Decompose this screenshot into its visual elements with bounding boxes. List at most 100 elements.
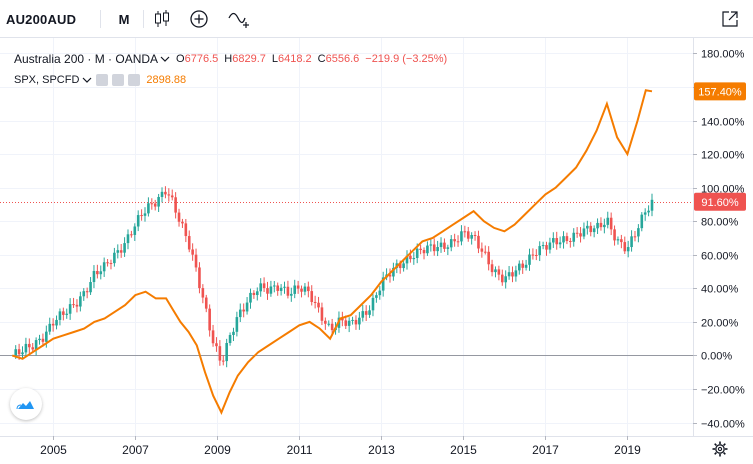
close-label: C [317, 53, 326, 65]
candle-body [463, 231, 467, 233]
candle-body [218, 346, 222, 361]
candle-body [232, 331, 235, 336]
price-axis[interactable]: 180.00%160.00%140.00%120.00%100.00%80.00… [693, 49, 745, 431]
candle-body [21, 352, 24, 355]
candle-body [174, 197, 177, 213]
candle-body [204, 297, 208, 309]
tradingview-logo-button[interactable] [10, 388, 42, 420]
main-value-badge-bg [694, 192, 746, 211]
candle-body [541, 245, 545, 247]
top-toolbar: AU200AUD M [0, 0, 753, 38]
candle-body [157, 196, 160, 207]
time-tick-label: 2015 [450, 443, 477, 457]
candle-body [514, 270, 518, 277]
candle-body [45, 331, 48, 342]
candle-body [99, 271, 103, 275]
candle-body [405, 255, 409, 264]
compare-button[interactable] [186, 0, 212, 38]
compare-series-title: SPX, SPCFD [14, 74, 80, 86]
candle-body [28, 343, 31, 348]
candle-body [630, 236, 633, 248]
candle-body [330, 323, 334, 331]
chevron-down-icon[interactable] [82, 76, 92, 84]
candle-body [521, 263, 524, 268]
chart-grid [0, 38, 693, 436]
candle-body [215, 343, 218, 347]
candle-body [211, 330, 215, 344]
candle-body [48, 323, 52, 332]
candle-body [225, 342, 228, 362]
price-tick-label: 80.00% [701, 217, 739, 229]
candle-body [558, 242, 562, 245]
close-icon[interactable] [128, 74, 141, 86]
candle-body [466, 231, 470, 239]
main-value-badge: 91.60% [701, 197, 739, 209]
candle-body [89, 282, 92, 293]
candle-body [569, 241, 572, 243]
symbol-search-button[interactable]: AU200AUD [6, 11, 77, 27]
candle-body [221, 360, 225, 362]
toolbar-divider [143, 10, 144, 28]
candle-body [34, 340, 38, 350]
candle-body [273, 285, 276, 287]
chevron-down-icon[interactable] [160, 55, 170, 63]
candle-body [62, 311, 65, 315]
candle-body [647, 210, 650, 213]
candle-body [296, 285, 300, 289]
candle-body [398, 263, 402, 269]
candle-body [147, 203, 150, 214]
candle-body [75, 304, 79, 307]
eye-icon[interactable] [96, 74, 109, 86]
candle-body [252, 292, 256, 296]
candle-body [194, 254, 198, 268]
interval-button[interactable]: M [118, 11, 130, 27]
candle-body [596, 222, 599, 229]
candle-body [208, 308, 211, 331]
candle-body [170, 195, 174, 198]
candle-body [31, 347, 35, 350]
candle-body [85, 291, 89, 293]
candle-body [130, 234, 133, 236]
candle-body [290, 293, 293, 296]
time-axis[interactable]: 2005 2007 2009 2011 2013 2015 2017 2019 [40, 436, 641, 457]
chart-settings-button[interactable] [708, 438, 732, 460]
candle-body [245, 302, 249, 312]
candle-body [191, 249, 194, 255]
gear-icon[interactable] [112, 74, 125, 86]
indicators-button[interactable] [225, 0, 253, 38]
candle-body [347, 320, 351, 326]
candle-body [623, 242, 627, 252]
time-tick-label: 2009 [204, 443, 231, 457]
candle-body [473, 235, 477, 237]
candle-body [575, 232, 579, 234]
fullscreen-icon [722, 11, 738, 27]
candle-body [456, 241, 460, 243]
candle-body [562, 236, 565, 243]
time-tick-label: 2013 [368, 443, 395, 457]
candle-body [126, 234, 130, 244]
candle-body [286, 286, 290, 296]
time-tick-label: 2005 [40, 443, 67, 457]
fullscreen-button[interactable] [718, 0, 742, 38]
candle-body [650, 199, 654, 211]
candle-body [17, 349, 21, 355]
time-tick-label: 2011 [287, 443, 313, 457]
candle-body [283, 286, 286, 288]
candle-body [412, 257, 416, 260]
candle-body [184, 223, 188, 237]
candle-body [72, 304, 75, 306]
candle-body [511, 272, 514, 277]
candle-body [426, 245, 429, 254]
candle-body [262, 283, 266, 289]
candle-body [603, 224, 606, 228]
candle-body [24, 343, 28, 353]
candle-body [228, 335, 232, 343]
candle-body [531, 254, 535, 256]
candle-body [626, 247, 630, 252]
chart-style-button[interactable] [150, 0, 174, 38]
toolbar-divider [100, 10, 101, 28]
time-tick-label: 2019 [614, 443, 641, 457]
candle-body [517, 263, 521, 271]
candle-body [167, 194, 171, 196]
